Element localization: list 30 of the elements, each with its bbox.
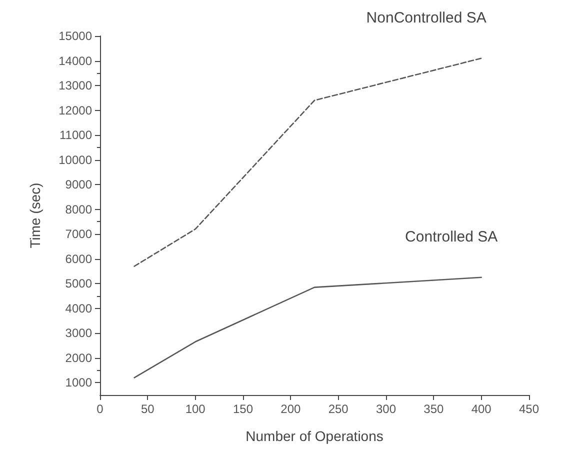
y-tick-label: 6000 [65,252,92,266]
x-tick-label: 350 [424,402,444,416]
x-tick-label: 100 [185,402,206,416]
y-tick-label: 2000 [65,350,92,365]
y-tick-label: 1000 [65,376,92,390]
x-axis-title: Number of Operations [246,428,384,444]
y-tick-label: 11000 [60,128,92,142]
y-tick-label: 12000 [58,103,92,118]
y-axis-title: Time (sec) [27,182,43,248]
x-tick-label: 300 [376,402,396,416]
text: NonControlled SA [366,9,486,26]
x-tick-label: 150 [232,402,254,416]
y-tick-label: 15000 [58,29,92,43]
y-tick-label: 10000 [58,152,92,167]
y-tick-label: 5000 [65,276,92,291]
y-tick-label: 13000 [58,78,92,93]
x-tick-label: 250 [328,402,349,416]
y-tick-label: 7000 [65,227,92,242]
y-tick-label: 3000 [65,326,92,340]
x-tick-label: 200 [280,402,301,416]
text: Controlled SA [405,228,498,246]
x-tick-label: 400 [471,402,492,416]
x-tick-label: 0 [96,402,104,416]
x-tick-label: 50 [140,402,155,416]
y-tick-label: 4000 [65,301,92,316]
y-tick-label: 8000 [65,202,92,216]
y-tick-label: 14000 [58,54,92,68]
line-series [134,276,482,378]
y-tick-label: 9000 [65,178,92,192]
x-tick-label: 450 [518,402,540,416]
